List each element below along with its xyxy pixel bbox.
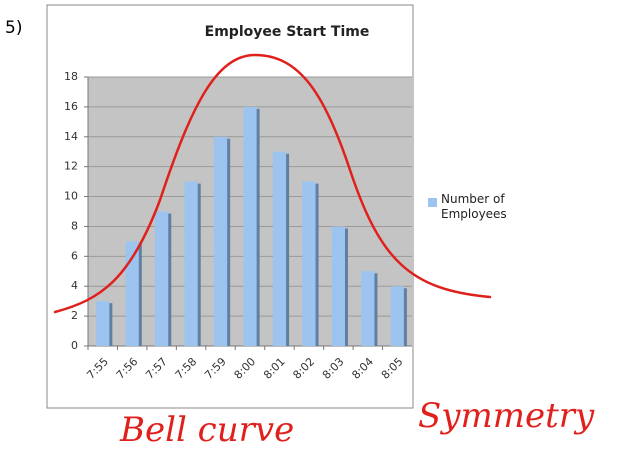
y-tick-label: 10 xyxy=(64,190,78,203)
annotation: Bell curve xyxy=(119,410,294,450)
bar xyxy=(213,136,228,346)
y-tick-label: 12 xyxy=(64,160,78,173)
bar xyxy=(390,286,404,346)
bar xyxy=(302,181,316,346)
y-tick-label: 16 xyxy=(64,100,78,113)
y-tick-label: 8 xyxy=(71,219,78,232)
bar xyxy=(96,301,110,346)
bar xyxy=(272,151,287,346)
y-tick-label: 18 xyxy=(64,70,78,83)
y-tick-label: 14 xyxy=(64,130,78,143)
bar xyxy=(184,181,198,346)
y-tick-label: 4 xyxy=(71,279,78,292)
bar xyxy=(125,241,139,346)
legend-swatch xyxy=(428,198,437,207)
y-tick-label: 2 xyxy=(71,309,78,322)
bar xyxy=(155,211,169,346)
y-tick-label: 6 xyxy=(71,249,78,262)
bar xyxy=(331,226,345,346)
y-tick-label: 0 xyxy=(71,339,78,352)
legend-label: Number of Employees xyxy=(441,192,507,221)
hand-drawn-curve xyxy=(53,53,492,314)
bar xyxy=(243,106,257,346)
annotation: Symmetry xyxy=(418,396,595,436)
chart-title: Employee Start Time xyxy=(205,24,370,40)
bar xyxy=(361,271,375,346)
annotation: 5) xyxy=(5,18,22,38)
